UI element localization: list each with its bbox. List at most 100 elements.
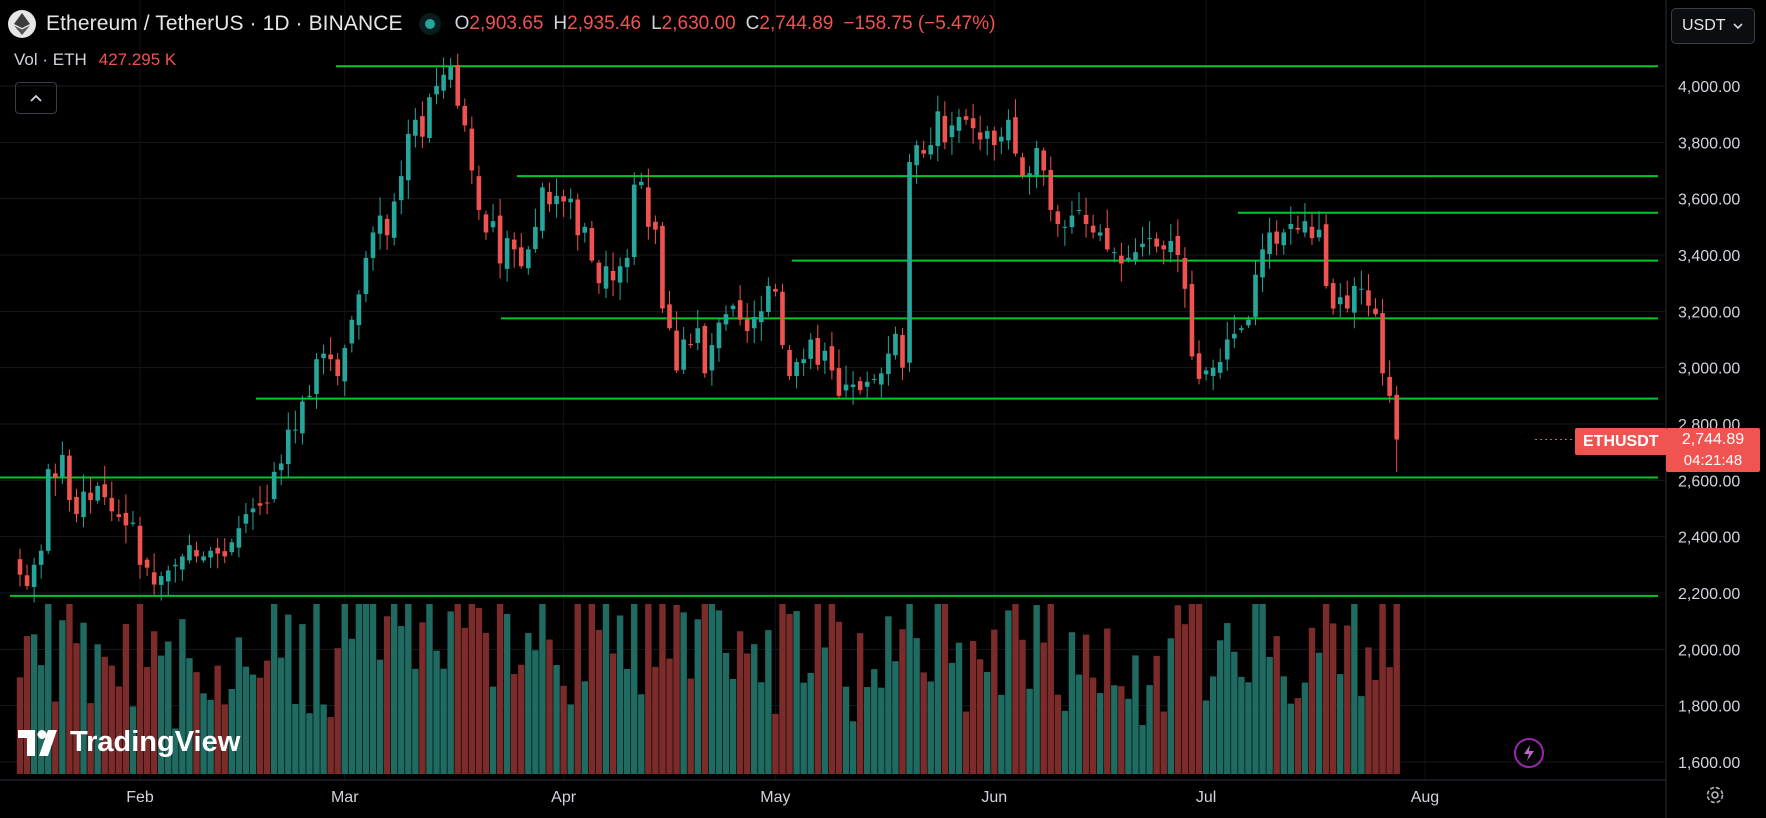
- volume-bar: [638, 694, 645, 774]
- volume-bar: [1139, 725, 1146, 774]
- tradingview-logo[interactable]: TradingView: [18, 726, 240, 759]
- lightning-icon[interactable]: [1514, 738, 1544, 768]
- volume-bar: [285, 614, 292, 774]
- candle: [970, 118, 976, 129]
- volume-bar: [150, 631, 158, 774]
- volume-bar: [383, 616, 391, 774]
- volume-bar: [320, 704, 327, 774]
- volume-bar: [1068, 632, 1076, 774]
- volume-bar: [920, 672, 927, 774]
- volume-bar: [574, 604, 581, 774]
- volume-bar: [256, 677, 264, 774]
- volume-value: 427.295 K: [98, 50, 177, 69]
- volume-bar: [45, 604, 52, 774]
- volume-bar: [172, 728, 179, 774]
- candle: [1302, 221, 1308, 233]
- candle: [956, 116, 962, 131]
- tradingview-logo-icon: [18, 729, 57, 756]
- candle: [88, 492, 93, 501]
- volume-bar: [835, 621, 843, 774]
- volume-bar: [1174, 605, 1182, 774]
- volume-bar: [1146, 685, 1153, 774]
- candle: [1048, 170, 1054, 210]
- candle: [695, 328, 701, 343]
- candle: [45, 469, 51, 551]
- candle: [617, 266, 623, 283]
- symbol-title[interactable]: Ethereum / TetherUS · 1D · BINANCE: [46, 12, 403, 35]
- candle: [787, 349, 792, 377]
- volume-bar: [991, 629, 998, 774]
- candle: [180, 556, 185, 570]
- volume-bar: [595, 629, 603, 774]
- candle: [1281, 232, 1287, 246]
- last-price-value: 2,744.89: [1681, 431, 1745, 448]
- volume-bar: [1372, 680, 1379, 774]
- candle: [631, 184, 637, 257]
- candle: [229, 542, 235, 553]
- candle: [935, 111, 941, 147]
- candle: [215, 547, 220, 554]
- volume-bar: [1217, 640, 1224, 774]
- candle: [1104, 227, 1110, 250]
- volume-bar: [136, 604, 144, 774]
- candle: [1337, 297, 1343, 305]
- candle: [857, 381, 863, 391]
- volume-bar: [80, 622, 87, 774]
- volume-bar: [1273, 636, 1280, 774]
- volume-bar: [1209, 676, 1217, 774]
- volume-bar: [87, 703, 94, 774]
- gear-icon[interactable]: [1702, 782, 1728, 808]
- y-tick-label: 2,600.00: [1678, 473, 1740, 490]
- volume-bar: [66, 604, 73, 774]
- candle: [1288, 224, 1294, 229]
- candle: [596, 262, 602, 284]
- volume-bar: [1019, 639, 1026, 774]
- low-label: L: [651, 13, 662, 34]
- x-tick-label: May: [760, 789, 790, 806]
- volume-bar: [1111, 685, 1118, 774]
- currency-selector[interactable]: USDT: [1671, 8, 1755, 44]
- volume-bar: [1089, 677, 1097, 774]
- volume-bar: [348, 638, 356, 774]
- candle: [328, 354, 333, 360]
- volume-bar: [758, 682, 765, 774]
- volume-bar: [1047, 604, 1054, 774]
- volume-bar: [673, 604, 680, 774]
- candle: [391, 201, 397, 238]
- y-tick-label: 4,000.00: [1678, 79, 1740, 96]
- volume-bar: [659, 604, 666, 774]
- candle: [300, 401, 305, 434]
- volume-bar: [927, 681, 934, 774]
- volume-bar: [143, 667, 151, 774]
- volume-bar: [1061, 710, 1069, 774]
- candle: [1330, 283, 1336, 309]
- candle: [1189, 283, 1195, 357]
- candle: [540, 187, 545, 231]
- candle: [871, 378, 877, 380]
- collapse-legend-button[interactable]: [15, 82, 57, 114]
- candle: [123, 512, 129, 526]
- y-tick-label: 1,600.00: [1678, 755, 1740, 772]
- volume-bar: [30, 634, 38, 774]
- candle: [38, 550, 44, 565]
- volume-bar: [1026, 688, 1033, 774]
- volume-bar: [955, 642, 963, 774]
- candle: [688, 344, 693, 346]
- volume-bar: [419, 622, 426, 774]
- candle: [1309, 226, 1315, 239]
- volume-bar: [108, 665, 115, 774]
- ohlc-readout: O2,903.65 H2,935.46 L2,630.00 C2,744.89 …: [455, 13, 996, 35]
- candle: [1154, 238, 1159, 247]
- x-tick-label: Jul: [1196, 789, 1216, 806]
- volume-bar: [1040, 642, 1047, 774]
- candle: [278, 463, 284, 471]
- candle: [236, 528, 242, 548]
- candle: [194, 550, 199, 557]
- volume-bar: [341, 604, 348, 774]
- candle: [921, 150, 926, 154]
- market-status-dot[interactable]: [424, 19, 435, 29]
- candle: [773, 288, 778, 292]
- volume-bar: [37, 665, 45, 774]
- volume-bar: [292, 704, 299, 774]
